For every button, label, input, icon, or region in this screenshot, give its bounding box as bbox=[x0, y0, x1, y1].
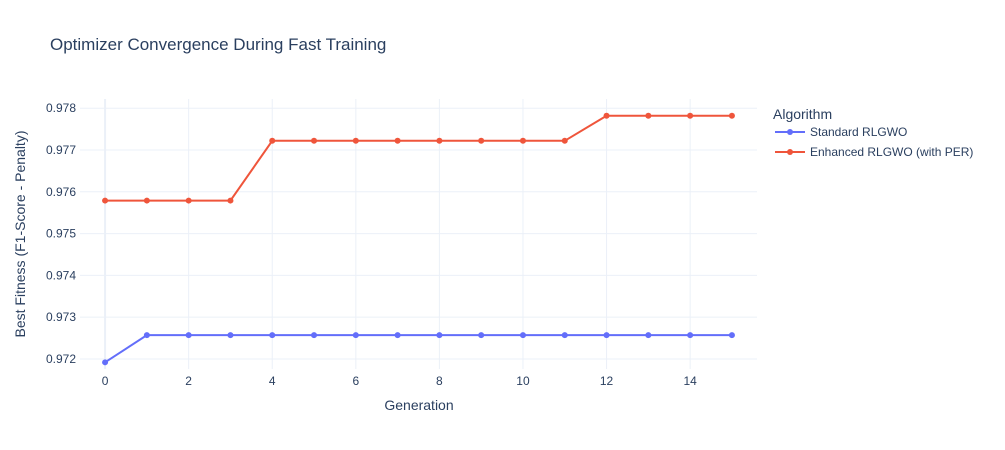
data-point[interactable] bbox=[728, 112, 735, 119]
data-point[interactable] bbox=[478, 332, 485, 339]
legend-item-enhanced[interactable]: Enhanced RLGWO (with PER) bbox=[775, 145, 973, 159]
data-point[interactable] bbox=[603, 112, 610, 119]
series-line bbox=[104, 334, 732, 364]
data-point[interactable] bbox=[185, 197, 192, 204]
x-tick-label: 6 bbox=[352, 374, 359, 388]
y-tick-label: 0.974 bbox=[46, 268, 76, 282]
y-tick-labels: 0.972 0.973 0.974 0.975 0.976 0.977 0.978 bbox=[46, 101, 76, 366]
x-tick-label: 2 bbox=[185, 374, 192, 388]
data-point[interactable] bbox=[227, 197, 234, 204]
data-point[interactable] bbox=[687, 332, 694, 339]
data-point[interactable] bbox=[227, 332, 234, 339]
x-tick-label: 14 bbox=[683, 374, 697, 388]
series-layer bbox=[102, 112, 735, 366]
series-0 bbox=[102, 332, 735, 366]
series-1 bbox=[102, 112, 735, 204]
data-point[interactable] bbox=[645, 332, 652, 339]
data-point[interactable] bbox=[603, 332, 610, 339]
x-tick-labels: 0 2 4 6 8 10 12 14 bbox=[102, 374, 697, 388]
y-tick-label: 0.975 bbox=[46, 227, 76, 241]
data-point[interactable] bbox=[687, 112, 694, 119]
x-tick-label: 10 bbox=[516, 374, 530, 388]
data-point[interactable] bbox=[436, 137, 443, 144]
data-point[interactable] bbox=[311, 137, 318, 144]
legend: Algorithm Standard RLGWO Enhanced RLGWO … bbox=[773, 106, 973, 159]
legend-item-standard[interactable]: Standard RLGWO bbox=[775, 125, 907, 139]
data-point[interactable] bbox=[519, 332, 526, 339]
y-tick-label: 0.973 bbox=[46, 310, 76, 324]
data-point[interactable] bbox=[269, 137, 276, 144]
x-tick-label: 8 bbox=[436, 374, 443, 388]
grid-lines bbox=[80, 99, 757, 369]
data-point[interactable] bbox=[143, 197, 150, 204]
data-point[interactable] bbox=[102, 197, 109, 204]
x-tick-label: 0 bbox=[102, 374, 109, 388]
data-point[interactable] bbox=[728, 332, 735, 339]
y-tick-label: 0.972 bbox=[46, 352, 76, 366]
data-point[interactable] bbox=[519, 137, 526, 144]
legend-marker-enhanced bbox=[787, 149, 793, 155]
x-tick-label: 4 bbox=[269, 374, 276, 388]
y-tick-label: 0.977 bbox=[46, 143, 76, 157]
data-point[interactable] bbox=[185, 332, 192, 339]
data-point[interactable] bbox=[645, 112, 652, 119]
y-tick-label: 0.978 bbox=[46, 101, 76, 115]
data-point[interactable] bbox=[311, 332, 318, 339]
series-line bbox=[105, 114, 732, 202]
data-point[interactable] bbox=[394, 332, 401, 339]
data-point[interactable] bbox=[561, 137, 568, 144]
legend-label-enhanced: Enhanced RLGWO (with PER) bbox=[810, 145, 973, 159]
legend-label-standard: Standard RLGWO bbox=[810, 125, 907, 139]
x-tick-label: 12 bbox=[600, 374, 614, 388]
data-point[interactable] bbox=[352, 137, 359, 144]
data-point[interactable] bbox=[436, 332, 443, 339]
data-point[interactable] bbox=[394, 137, 401, 144]
y-tick-label: 0.976 bbox=[46, 185, 76, 199]
x-axis-title: Generation bbox=[384, 397, 453, 413]
legend-marker-standard bbox=[787, 129, 793, 135]
data-point[interactable] bbox=[352, 332, 359, 339]
data-point[interactable] bbox=[102, 359, 109, 366]
data-point[interactable] bbox=[269, 332, 276, 339]
data-point[interactable] bbox=[143, 332, 150, 339]
y-axis-title: Best Fitness (F1-Score - Penalty) bbox=[12, 131, 28, 338]
chart-title: Optimizer Convergence During Fast Traini… bbox=[50, 35, 386, 54]
data-point[interactable] bbox=[478, 137, 485, 144]
data-point[interactable] bbox=[561, 332, 568, 339]
legend-title: Algorithm bbox=[773, 106, 832, 122]
